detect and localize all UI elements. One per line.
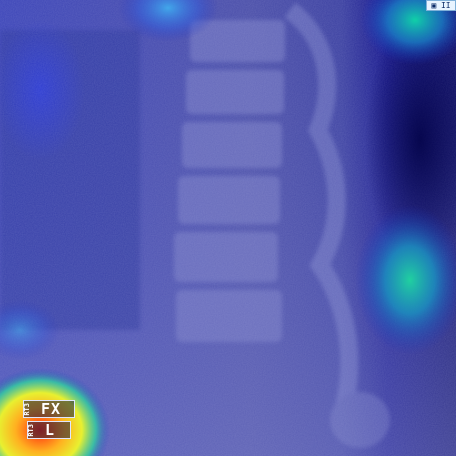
marker-small-text: RT3	[27, 423, 35, 437]
marker-big-text: L	[45, 421, 56, 439]
marker-label-fx: RT3 FX	[23, 400, 75, 418]
marker-small-text: RT3	[23, 402, 31, 416]
marker-big-text: FX	[41, 400, 62, 418]
marker-label-l: RT3 L	[27, 421, 71, 439]
corner-tag: ▣ II	[426, 0, 456, 11]
